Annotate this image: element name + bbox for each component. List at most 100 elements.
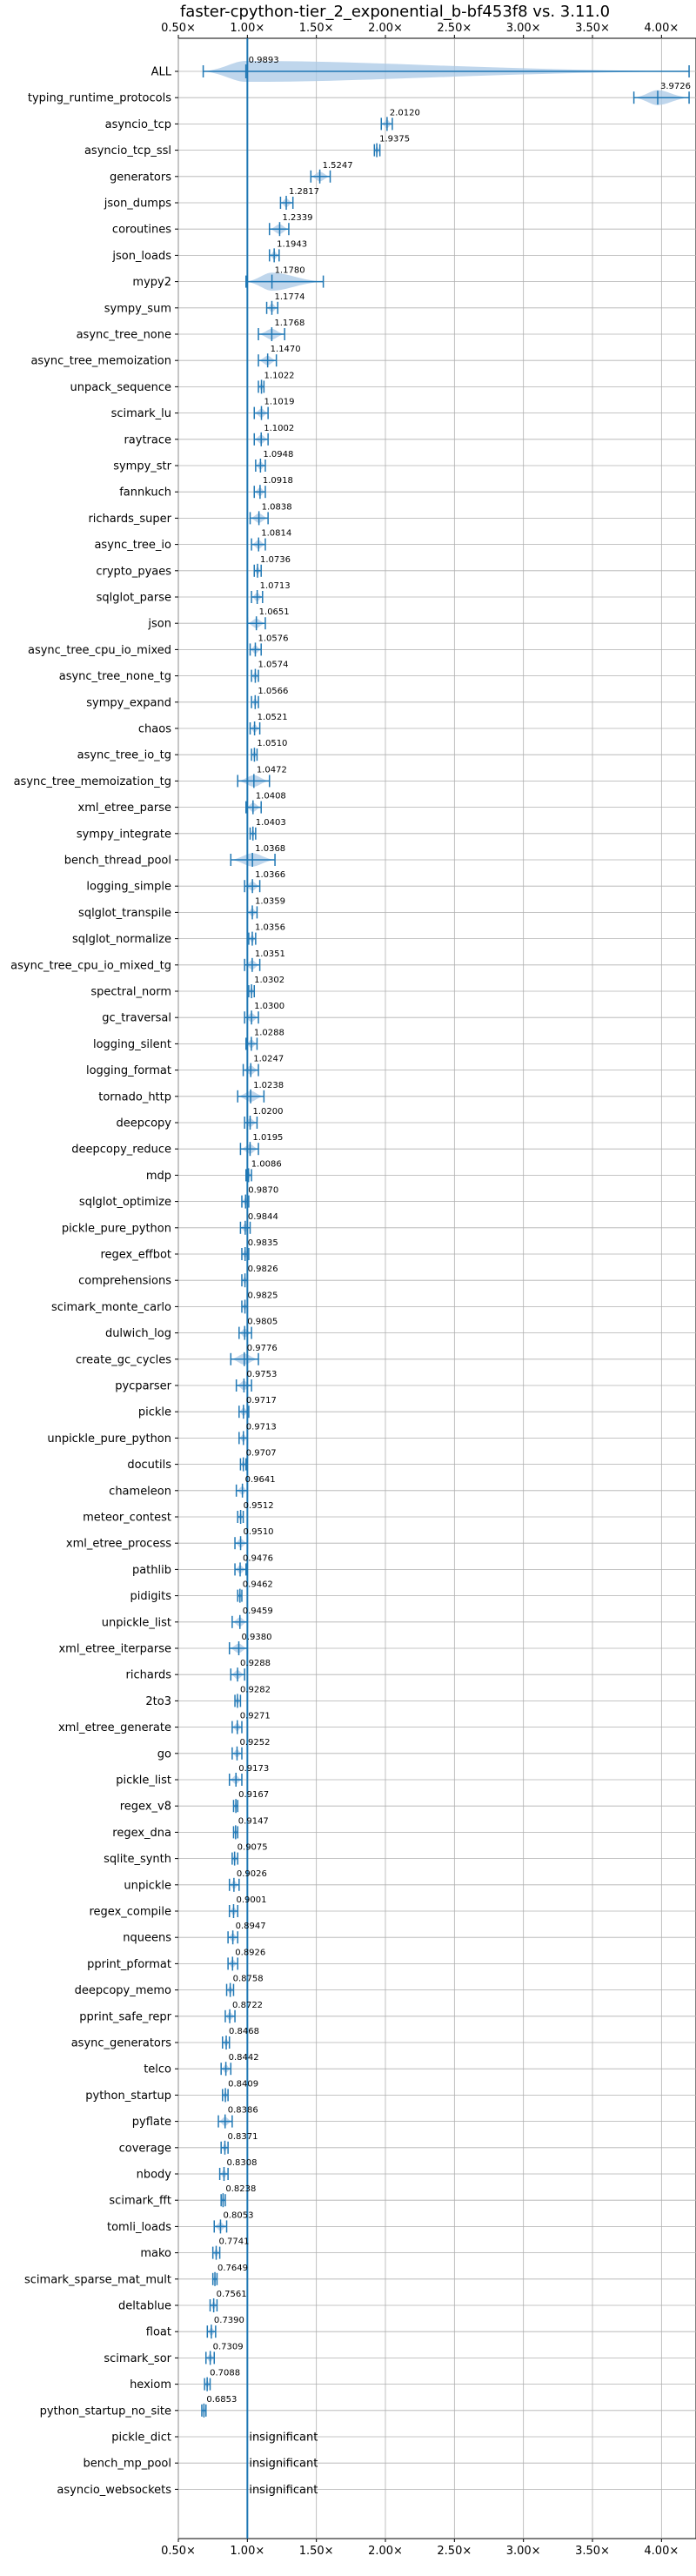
benchmark-label: pickle	[138, 1406, 171, 1419]
x-tick-label-top: 1.50×	[299, 22, 334, 35]
value-label: 0.8238	[225, 2184, 256, 2194]
benchmark-label: pprint_safe_repr	[79, 2010, 171, 2023]
value-label: 1.0574	[258, 661, 288, 670]
benchmark-label: regex_effbot	[100, 1249, 171, 1262]
benchmark-label: create_gc_cycles	[76, 1353, 171, 1366]
benchmark-label: generators	[110, 171, 171, 184]
benchmark-label-layer: ALL typing_runtime_protocols asyncio_tcpas…	[10, 66, 172, 2497]
insignificant-label: insignificant	[249, 2458, 318, 2471]
value-label: 0.7390	[214, 2316, 244, 2325]
benchmark-label: regex_compile	[89, 1906, 171, 1919]
benchmark-label: async_tree_io	[94, 539, 171, 552]
benchmark-label: pycparser	[115, 1380, 171, 1393]
x-tick-label-bottom: 3.50×	[575, 2545, 610, 2558]
value-label: 1.0351	[255, 949, 285, 959]
benchmark-label: ALL	[151, 66, 172, 79]
chart-title: faster-cpython-tier_2_exponential_b-bf45…	[180, 3, 610, 21]
value-label: 0.8442	[229, 2053, 259, 2063]
benchmark-label: async_generators	[71, 2037, 172, 2050]
benchmark-label: sqlite_synth	[104, 1853, 171, 1866]
value-label: 1.1774	[274, 292, 304, 302]
value-label: 0.9835	[248, 1238, 278, 1248]
benchmark-label: bench_mp_pool	[83, 2458, 171, 2471]
benchmark-label: async_tree_memoization_tg	[14, 775, 171, 788]
benchmark-label: dulwich_log	[105, 1327, 171, 1340]
benchmark-label: deepcopy_memo	[75, 1984, 171, 1997]
benchmark-label: pyflate	[132, 2116, 171, 2129]
benchmark-label: bench_thread_pool	[64, 855, 171, 868]
value-label: 1.1943	[277, 239, 307, 249]
benchmark-label: deepcopy	[116, 1117, 171, 1130]
value-label: 1.0356	[255, 923, 285, 933]
benchmark-label: pidigits	[130, 1590, 172, 1603]
value-label: 1.0195	[252, 1133, 283, 1143]
value-label: 0.7309	[213, 2342, 244, 2351]
value-label: 0.9707	[246, 1449, 277, 1459]
value-label: 0.9826	[248, 1265, 278, 1274]
benchmark-label: float	[146, 2326, 171, 2339]
benchmark-label: sympy_sum	[104, 302, 171, 315]
benchmark-label: json_dumps	[104, 198, 171, 211]
benchmark-label: spectral_norm	[90, 986, 171, 999]
benchmark-label: asyncio_tcp	[105, 118, 171, 131]
value-label: 0.8053	[223, 2210, 253, 2220]
benchmark-label: sympy_integrate	[77, 828, 171, 841]
value-label: 0.9252	[239, 1738, 270, 1748]
value-label: 0.9173	[238, 1764, 269, 1774]
value-label: 0.9753	[246, 1370, 277, 1379]
value-label: 0.9512	[244, 1501, 274, 1511]
benchmark-label: unpickle	[124, 1879, 171, 1892]
benchmark-label: python_startup	[85, 2090, 171, 2103]
benchmark-label: hexiom	[130, 2378, 171, 2392]
benchmark-label: pickle_pure_python	[62, 1222, 171, 1235]
value-label: 0.9510	[244, 1527, 274, 1537]
benchmark-label: regex_v8	[120, 1801, 171, 1814]
benchmark-label: unpack_sequence	[70, 381, 171, 394]
benchmark-label: typing_runtime_protocols	[28, 92, 171, 105]
benchmark-label: sympy_str	[113, 460, 171, 473]
benchmark-label: async_tree_cpu_io_mixed	[28, 644, 171, 657]
value-label: 1.0359	[255, 896, 285, 906]
benchmark-label: scimark_sparse_mat_mult	[24, 2273, 171, 2286]
benchmark-label: crypto_pyaes	[96, 565, 171, 578]
x-tick-label-top: 4.00×	[644, 22, 679, 35]
mark-layer	[201, 38, 690, 2539]
value-label: 1.0247	[253, 1055, 284, 1064]
value-label: 1.1780	[275, 266, 305, 276]
value-label: 1.0408	[256, 792, 286, 802]
benchmark-label: meteor_contest	[83, 1512, 171, 1525]
value-label: 1.0521	[258, 713, 288, 722]
value-label: 1.0472	[257, 765, 287, 775]
benchmark-label: python_startup_no_site	[40, 2405, 171, 2418]
value-label: 1.0566	[258, 687, 288, 696]
benchmark-label: unpickle_pure_python	[47, 1432, 171, 1446]
x-tick-label-bottom: 1.50×	[299, 2545, 334, 2558]
x-tick-label-top: 3.50×	[575, 22, 610, 35]
value-label: 1.0713	[260, 581, 291, 591]
x-tick-label-bottom: 1.00×	[230, 2545, 264, 2558]
benchmark-label: nqueens	[123, 1932, 171, 1945]
benchmark-label: chaos	[138, 723, 171, 736]
x-tick-label-top: 1.00×	[230, 22, 264, 35]
benchmark-label: coroutines	[112, 224, 171, 237]
value-label: 0.9459	[243, 1607, 273, 1616]
value-label: 1.0368	[255, 844, 285, 854]
benchmark-label: 2to3	[145, 1695, 171, 1708]
value-label: 1.0238	[253, 1081, 284, 1090]
value-label: 0.9713	[246, 1422, 277, 1432]
value-label: 0.9288	[240, 1659, 271, 1668]
benchmark-label: unpickle_list	[102, 1616, 171, 1629]
value-label: 1.0651	[259, 607, 290, 617]
x-tick-label-top: 2.00×	[368, 22, 403, 35]
benchmark-label: logging_format	[86, 1064, 171, 1077]
value-label: 0.8371	[227, 2132, 258, 2142]
benchmark-label: pathlib	[132, 1564, 171, 1577]
benchmark-label: async_tree_io_tg	[77, 749, 171, 762]
value-label: 1.1022	[264, 371, 295, 380]
benchmark-label: sqlglot_parse	[97, 592, 171, 605]
value-label: 0.9075	[238, 1843, 268, 1853]
x-tick-label-bottom: 4.00×	[644, 2545, 679, 2558]
benchmark-label: json	[147, 618, 171, 631]
benchmark-label: docutils	[127, 1459, 171, 1472]
